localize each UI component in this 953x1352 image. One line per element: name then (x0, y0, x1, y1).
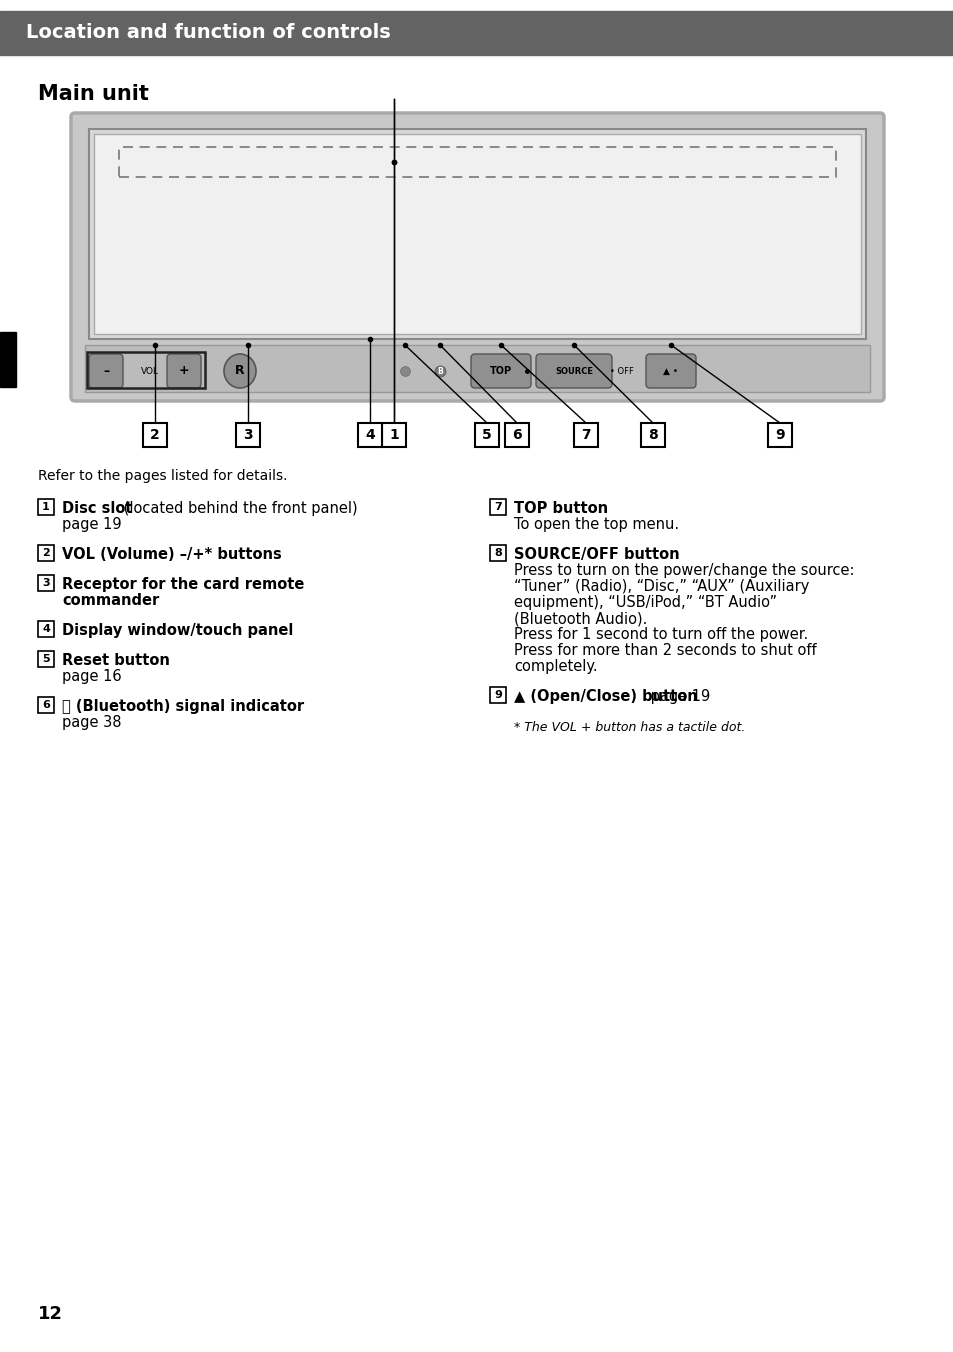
Text: 8: 8 (494, 548, 501, 558)
Ellipse shape (224, 354, 255, 388)
Bar (94, 134, 861, 334)
Bar (38, 621, 54, 637)
Bar (235, 423, 260, 448)
Bar (574, 423, 598, 448)
Text: 5: 5 (481, 429, 492, 442)
Text: SOURCE/OFF button: SOURCE/OFF button (514, 548, 679, 562)
Text: Refer to the pages listed for details.: Refer to the pages listed for details. (38, 469, 287, 483)
Text: completely.: completely. (514, 658, 597, 675)
Bar (0, 333, 16, 387)
Text: equipment), “USB/iPod,” “BT Audio”: equipment), “USB/iPod,” “BT Audio” (514, 595, 777, 610)
Text: page 19: page 19 (62, 516, 121, 531)
Text: Reset button: Reset button (62, 653, 170, 668)
Text: 3: 3 (243, 429, 253, 442)
Bar (767, 423, 791, 448)
Text: 3: 3 (42, 579, 50, 588)
Text: 9: 9 (494, 690, 501, 700)
Bar (640, 423, 664, 448)
Text: 1: 1 (389, 429, 398, 442)
Bar (87, 352, 205, 388)
Text: 4: 4 (42, 625, 50, 634)
FancyBboxPatch shape (471, 354, 531, 388)
Bar (490, 499, 505, 515)
Text: TOP button: TOP button (514, 502, 607, 516)
Text: 1: 1 (42, 502, 50, 512)
Bar (490, 687, 505, 703)
Text: Press to turn on the power/change the source:: Press to turn on the power/change the so… (514, 562, 854, 579)
Text:  (Bluetooth) signal indicator:  (Bluetooth) signal indicator (62, 699, 304, 714)
Text: SOURCE: SOURCE (555, 366, 593, 376)
Text: 6: 6 (42, 700, 50, 710)
Text: 2: 2 (150, 429, 160, 442)
Text: 6: 6 (512, 429, 521, 442)
Text: –: – (103, 365, 109, 377)
Text: * The VOL + button has a tactile dot.: * The VOL + button has a tactile dot. (514, 721, 744, 734)
Text: Main unit: Main unit (38, 84, 149, 104)
Text: Receptor for the card remote: Receptor for the card remote (62, 577, 304, 592)
Text: B: B (436, 366, 442, 376)
Text: commander: commander (62, 594, 159, 608)
Text: VOL (Volume) –/+* buttons: VOL (Volume) –/+* buttons (62, 548, 281, 562)
Text: 9: 9 (775, 429, 784, 442)
Bar (85, 345, 869, 392)
FancyBboxPatch shape (645, 354, 696, 388)
Text: +: + (178, 365, 189, 377)
Bar (119, 147, 835, 177)
Text: (Bluetooth Audio).: (Bluetooth Audio). (514, 611, 647, 626)
Text: 7: 7 (494, 502, 501, 512)
FancyBboxPatch shape (167, 354, 201, 388)
Text: Location and function of controls: Location and function of controls (26, 23, 391, 42)
Bar (38, 545, 54, 561)
Text: ▲ •: ▲ • (662, 366, 678, 376)
Text: (located behind the front panel): (located behind the front panel) (118, 502, 357, 516)
Text: 8: 8 (647, 429, 658, 442)
Bar (38, 698, 54, 713)
Bar (357, 423, 381, 448)
Bar (38, 575, 54, 591)
Bar (490, 545, 505, 561)
Text: VOL: VOL (141, 366, 159, 376)
Bar (38, 652, 54, 667)
Text: page 19: page 19 (645, 690, 710, 704)
FancyBboxPatch shape (536, 354, 612, 388)
Text: page 16: page 16 (62, 669, 121, 684)
Bar (381, 423, 406, 448)
Bar (504, 423, 529, 448)
Text: ▲ (Open/Close) button: ▲ (Open/Close) button (514, 690, 697, 704)
Text: Display window/touch panel: Display window/touch panel (62, 623, 294, 638)
Text: Press for more than 2 seconds to shut off: Press for more than 2 seconds to shut of… (514, 644, 816, 658)
Text: 2: 2 (42, 548, 50, 558)
FancyBboxPatch shape (89, 354, 123, 388)
Text: R: R (235, 365, 245, 377)
Text: 7: 7 (580, 429, 590, 442)
Text: 12: 12 (38, 1305, 63, 1324)
Bar (0, 11, 953, 55)
Bar (89, 128, 865, 339)
Text: 4: 4 (365, 429, 375, 442)
Bar (475, 423, 498, 448)
Text: • OFF: • OFF (609, 366, 633, 376)
Text: 5: 5 (42, 654, 50, 664)
Text: TOP: TOP (490, 366, 512, 376)
Text: To open the top menu.: To open the top menu. (514, 516, 679, 531)
Bar (143, 423, 167, 448)
Text: “Tuner” (Radio), “Disc,” “AUX” (Auxiliary: “Tuner” (Radio), “Disc,” “AUX” (Auxiliar… (514, 579, 808, 594)
Text: Press for 1 second to turn off the power.: Press for 1 second to turn off the power… (514, 627, 807, 642)
Text: page 38: page 38 (62, 715, 121, 730)
Bar (38, 499, 54, 515)
Text: Disc slot: Disc slot (62, 502, 132, 516)
FancyBboxPatch shape (71, 114, 883, 402)
